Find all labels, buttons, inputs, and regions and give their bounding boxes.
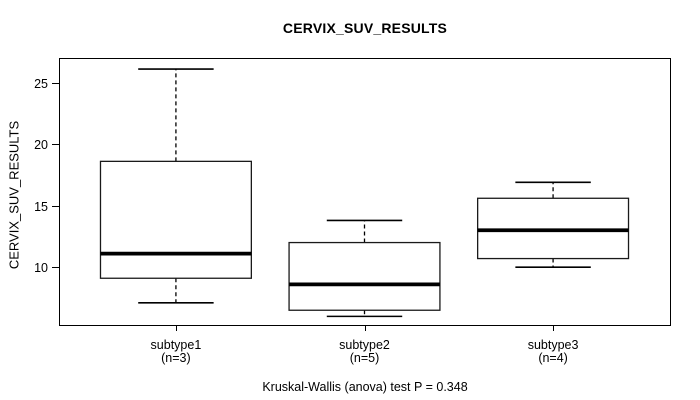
iqr-box (288, 241, 441, 311)
x-axis-group-label: subtype3 (528, 338, 579, 352)
statistical-test-caption: Kruskal-Wallis (anova) test P = 0.348 (262, 380, 468, 394)
x-axis-group-sublabel: (n=5) (350, 351, 380, 365)
x-axis-group-label: subtype2 (339, 338, 390, 352)
x-axis-group-sublabel: (n=4) (538, 351, 568, 365)
iqr-box (99, 160, 253, 279)
y-axis-tick-label: 20 (34, 138, 48, 152)
chart-title: CERVIX_SUV_RESULTS (282, 20, 448, 36)
y-axis-tick-label: 10 (34, 261, 48, 275)
y-axis-tick-label: 25 (34, 77, 48, 91)
x-axis-group-sublabel: (n=3) (161, 351, 191, 365)
x-axis-group-label: subtype1 (151, 338, 202, 352)
y-axis-tick-label: 15 (34, 200, 48, 214)
